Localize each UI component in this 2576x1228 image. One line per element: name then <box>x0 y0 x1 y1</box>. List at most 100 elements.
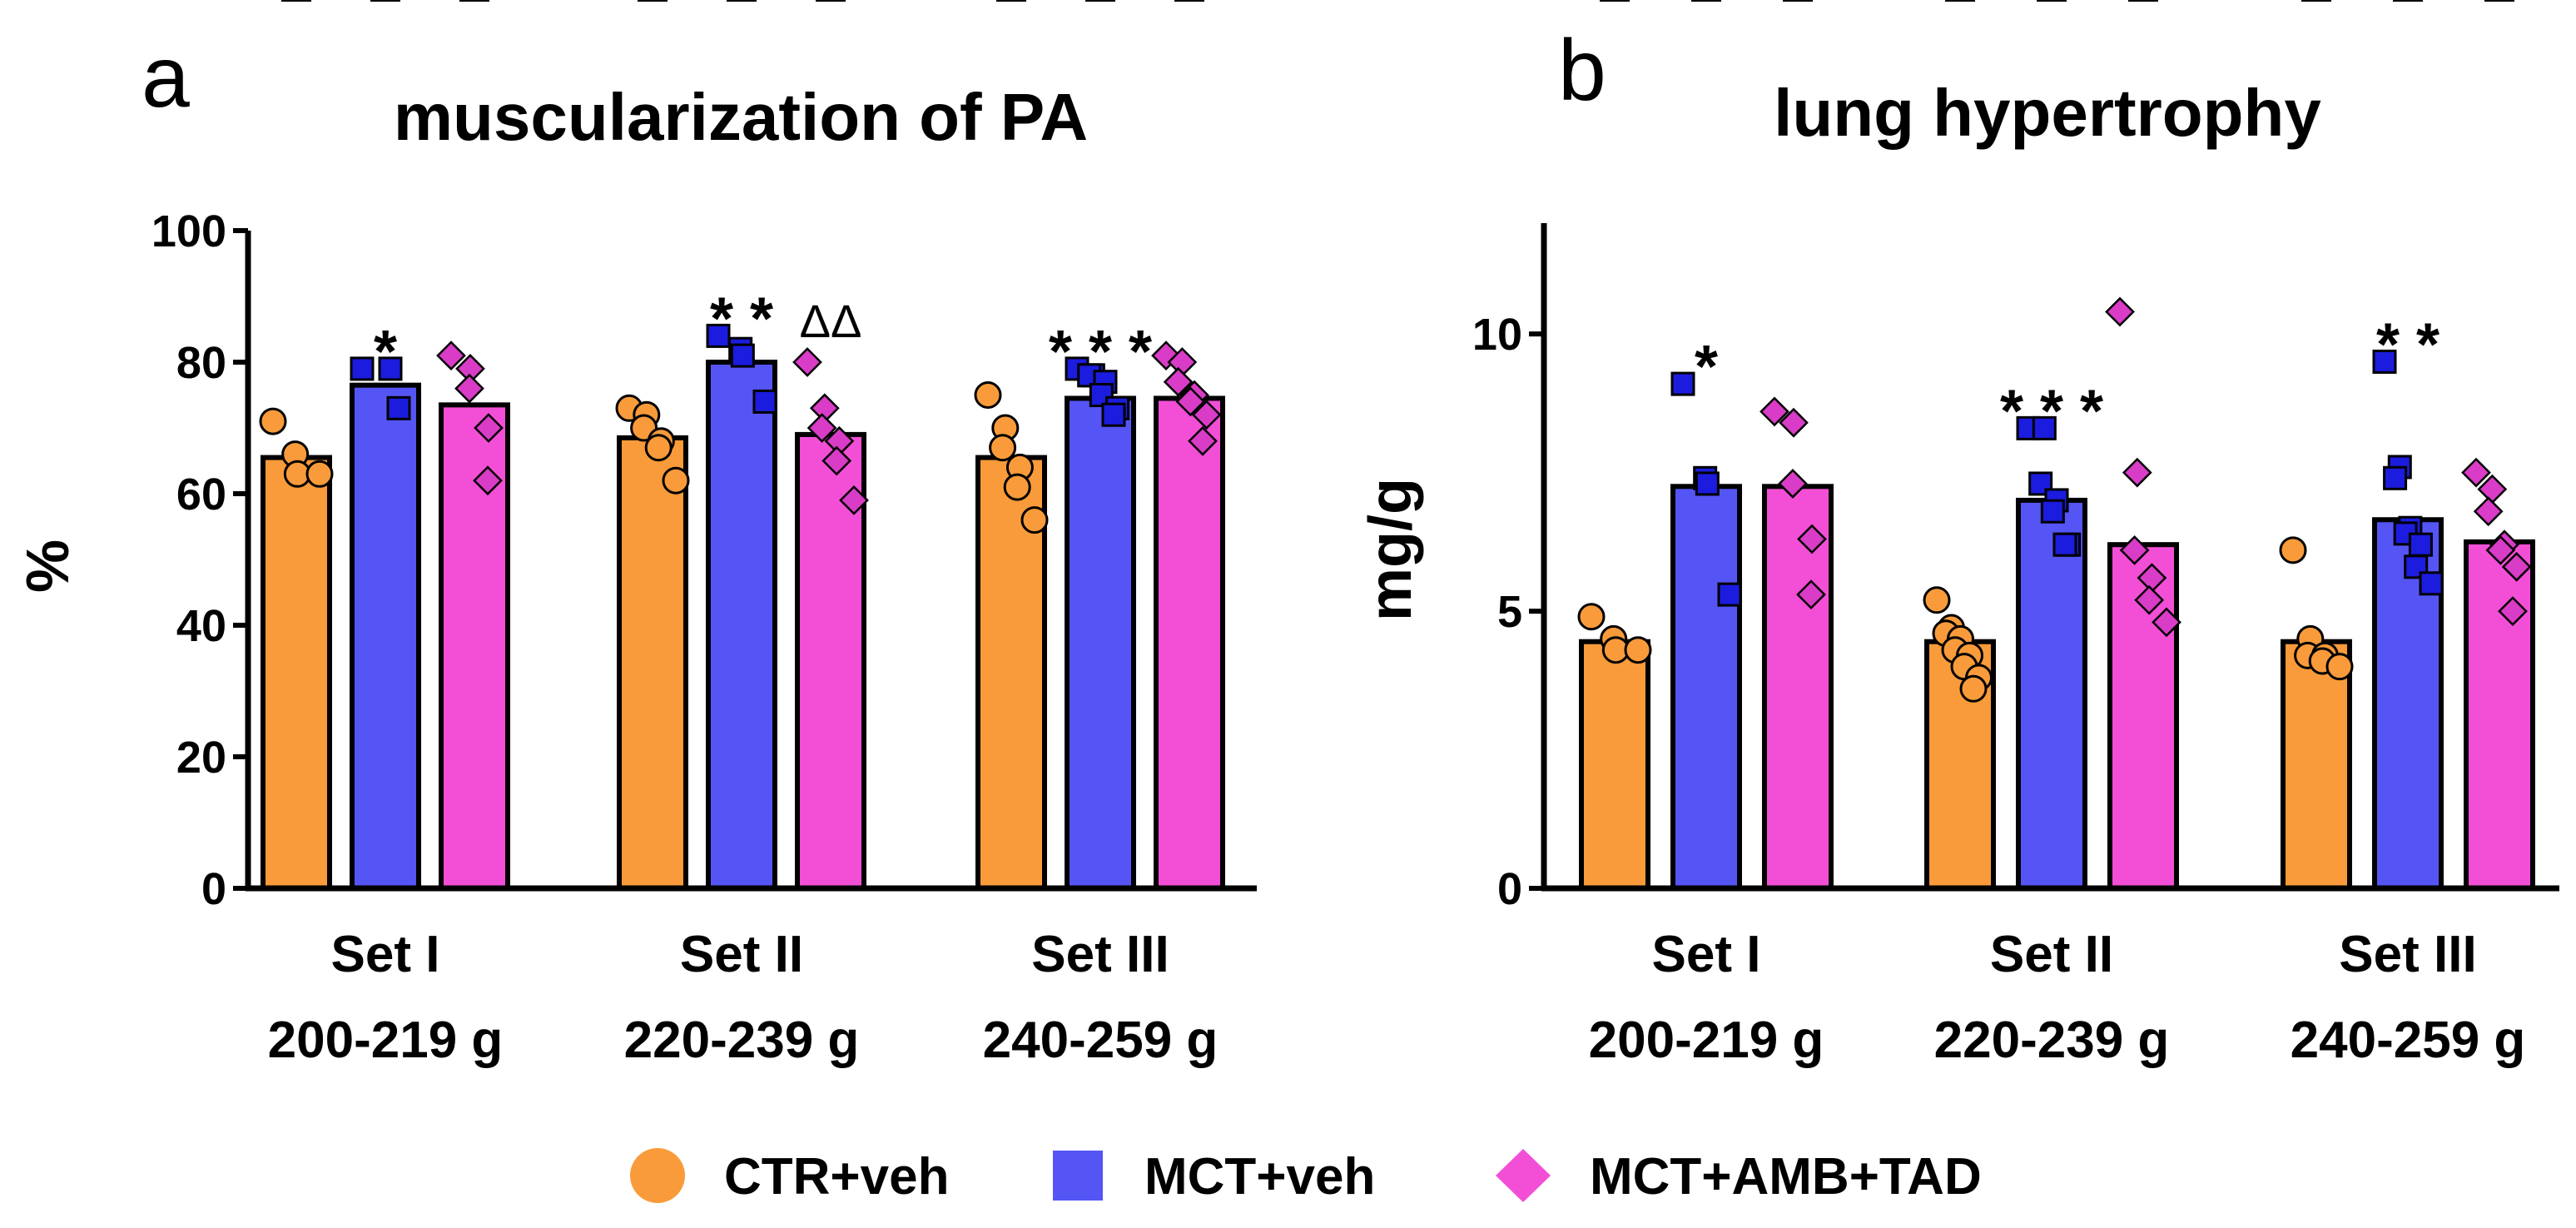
significance-star-label: * * <box>710 286 773 352</box>
point-mct-group-3 <box>1101 402 1126 427</box>
point-ctr-group-3 <box>989 434 1017 462</box>
y-tick-label: 0 <box>1497 864 1522 914</box>
y-tick-label: 80 <box>176 338 226 388</box>
bar-mct-group-2 <box>706 360 777 891</box>
point-amb-group-1 <box>1760 396 1789 427</box>
bar-mct-group-1 <box>350 382 421 891</box>
point-mct-group-3 <box>1089 383 1114 407</box>
legend-item-mct: MCT+veh <box>1053 1148 1375 1206</box>
point-amb-group-3 <box>1188 425 1218 456</box>
point-mct-group-1 <box>378 356 403 381</box>
point-amb-group-1 <box>1779 407 1809 438</box>
point-ctr-group-2 <box>1923 586 1951 614</box>
legend: CTR+veh MCT+veh MCT+AMB+TAD <box>630 1148 1982 1206</box>
legend-circle-icon <box>630 1148 685 1203</box>
axes: 0 20 40 60 80 100 <box>151 206 1257 914</box>
point-amb-group-3 <box>1175 386 1206 417</box>
point-mct-group-1 <box>1717 582 1742 607</box>
panel-b-plot: 0 5 10 Set I 200-219 g Set II 220-239 g Set III… <box>1472 0 2559 1069</box>
panel-b-letter: b <box>1558 22 1606 119</box>
bar-mct-group-2 <box>2016 497 2087 892</box>
bar-ctr-group-1 <box>1579 639 1650 891</box>
point-ctr-group-2 <box>644 434 673 462</box>
point-amb-group-2 <box>792 347 822 377</box>
x-category-sublabel-2: 220-239 g <box>1934 1012 2170 1069</box>
point-amb-group-1 <box>1796 579 1826 609</box>
point-amb-group-1 <box>454 373 484 404</box>
point-amb-group-2 <box>821 445 852 476</box>
point-mct-group-2 <box>2040 499 2065 524</box>
panel-a-title: muscularization of PA <box>394 80 1088 154</box>
axes: 0 5 10 <box>1472 223 2559 914</box>
point-amb-group-3 <box>2473 496 2504 527</box>
panel-b-title: lung hypertrophy <box>1774 76 2321 150</box>
point-mct-group-1 <box>386 395 411 420</box>
point-amb-group-3 <box>2501 551 2532 582</box>
legend-label: MCT+AMB+TAD <box>1590 1148 1982 1206</box>
legend-item-ctr: CTR+veh <box>630 1148 949 1206</box>
point-ctr-group-2 <box>662 466 690 495</box>
bar-amb-group-3 <box>1154 395 1225 891</box>
point-mct-group-3 <box>2419 571 2444 596</box>
point-ctr-group-1 <box>1577 603 1606 631</box>
point-mct-group-2 <box>730 343 755 368</box>
point-mct-group-3 <box>2372 349 2397 374</box>
bar-ctr-group-3 <box>2281 639 2352 891</box>
panel-a-plot: 0 20 40 60 80 100 Set I 200-219 g Set II 220-239 … <box>151 0 1257 1069</box>
significance-star-label: * <box>374 319 397 385</box>
panel-a-letter: a <box>141 29 190 126</box>
point-mct-group-2 <box>752 389 777 414</box>
significance-star-label: * * <box>2376 311 2440 378</box>
point-amb-group-1 <box>436 341 466 370</box>
point-mct-group-1 <box>1695 471 1720 496</box>
legend-label: MCT+veh <box>1144 1148 1375 1206</box>
x-category-label-2: Set II <box>680 926 803 983</box>
point-amb-group-3 <box>1151 341 1181 370</box>
bar-ctr-group-2 <box>1924 639 1996 891</box>
bar-ctr-group-1 <box>261 455 332 891</box>
x-category-sublabel-1: 200-219 g <box>268 1012 504 1069</box>
point-amb-group-1 <box>473 465 503 496</box>
panel-b-y-axis-label: mg/g <box>1357 478 1424 621</box>
bar-ctr-group-2 <box>617 435 688 891</box>
x-category-sublabel-2: 220-239 g <box>624 1012 860 1069</box>
point-mct-group-1 <box>350 356 375 381</box>
x-category-sublabel-3: 240-259 g <box>983 1012 1219 1069</box>
x-category-sublabel-1: 200-219 g <box>1589 1012 1824 1069</box>
point-ctr-group-1 <box>1624 636 1652 664</box>
point-ctr-group-1 <box>259 407 287 435</box>
point-amb-group-1 <box>1778 469 1808 499</box>
point-amb-group-2 <box>2152 607 2181 638</box>
point-mct-group-1 <box>1670 371 1695 396</box>
point-amb-group-3 <box>1163 366 1194 397</box>
point-ctr-group-3 <box>1020 506 1049 534</box>
point-ctr-group-3 <box>1003 473 1031 501</box>
point-mct-group-3 <box>2408 532 2433 557</box>
significance-delta-label: ΔΔ <box>800 295 862 347</box>
bar-amb-group-3 <box>2464 539 2535 892</box>
panel-a-y-axis-label: % <box>15 539 82 593</box>
point-amb-group-3 <box>1191 400 1222 430</box>
point-amb-group-1 <box>1797 524 1827 554</box>
point-mct-group-3 <box>2383 465 2408 490</box>
x-category-label-3: Set III <box>1031 926 1169 983</box>
y-tick-label: 10 <box>1472 310 1522 360</box>
point-ctr-group-3 <box>2279 536 2307 564</box>
legend-item-amb: MCT+AMB+TAD <box>1496 1148 1982 1206</box>
point-ctr-group-3 <box>974 381 1002 409</box>
point-ctr-group-2 <box>1959 674 1988 703</box>
bar-mct-group-1 <box>1670 484 1742 891</box>
significance-star-label: * <box>1695 334 1718 400</box>
bar-mct-group-3 <box>2372 517 2444 891</box>
y-tick-label: 100 <box>151 206 226 256</box>
point-amb-group-3 <box>2498 596 2528 626</box>
point-mct-group-2 <box>2052 532 2077 557</box>
x-category-sublabel-3: 240-259 g <box>2291 1012 2526 1069</box>
x-category-label-3: Set III <box>2339 926 2476 983</box>
y-tick-label: 5 <box>1497 587 1522 637</box>
point-amb-group-2 <box>2134 584 2165 615</box>
point-amb-group-2 <box>807 413 837 443</box>
y-tick-label: 0 <box>201 864 226 914</box>
point-amb-group-2 <box>2119 534 2150 565</box>
bar-mct-group-3 <box>1065 395 1136 891</box>
